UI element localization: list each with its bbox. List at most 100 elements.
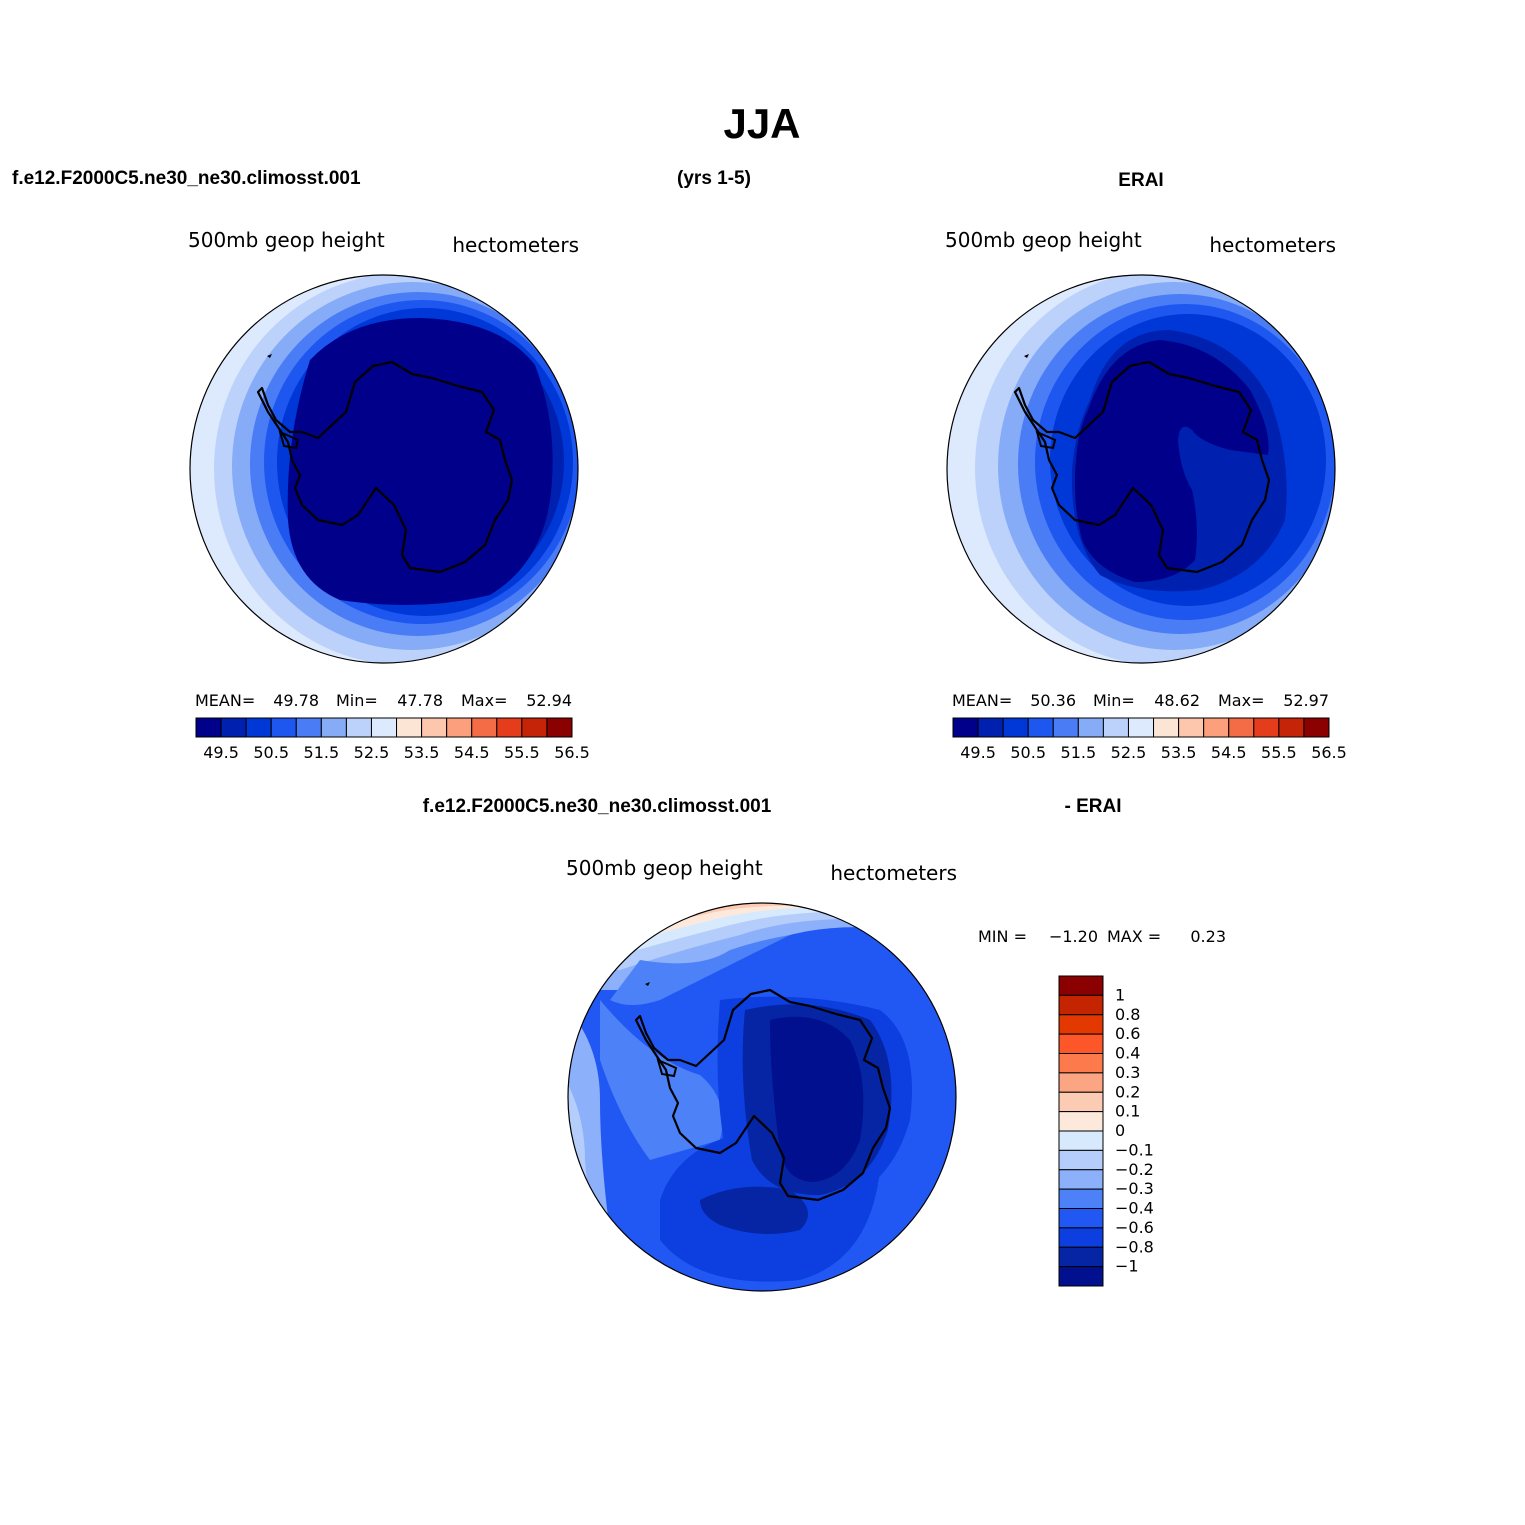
panel-obs-left-label: 500mb geop height [945, 228, 1142, 252]
colorbar-obs-swatch [1203, 717, 1230, 738]
colorbar-diff-swatch [1058, 1014, 1104, 1035]
colorbar-obs-swatch [1077, 717, 1104, 738]
header-mid-title: (yrs 1-5) [677, 168, 751, 189]
panel-diff-left-label: 500mb geop height [566, 856, 763, 880]
colorbar-diff-tick-label: 0.2 [1115, 1082, 1140, 1101]
panel-obs-min-label: Min= [1093, 691, 1135, 710]
panel-obs-stats: MEAN= 50.36 Min= 48.62 Max= 52.97 [952, 691, 1329, 710]
panel-model-left-label: 500mb geop height [188, 228, 385, 252]
colorbar-model-swatch [270, 717, 297, 738]
header-right-title: ERAI [1118, 170, 1163, 191]
colorbar-obs-swatch [1228, 717, 1255, 738]
panel-obs-contours [947, 275, 1335, 663]
colorbar-diff-swatch [1058, 1246, 1104, 1268]
colorbar-diff-swatch [1058, 1053, 1104, 1074]
colorbar-model-swatch [195, 717, 222, 738]
colorbar-diff-swatch [1058, 1033, 1104, 1054]
colorbar-obs-tick-label: 52.5 [1111, 743, 1147, 762]
colorbar-model-tick-label: 50.5 [253, 743, 289, 762]
colorbar-model-tick-label: 55.5 [504, 743, 540, 762]
panel-diff-min-label: MIN = [978, 927, 1027, 946]
panel-diff-contours [568, 903, 956, 1291]
panel-model-mean-label: MEAN= [195, 691, 255, 710]
diff-right-title: - ERAI [1065, 796, 1122, 817]
colorbar-diff-tick-label: 0 [1115, 1121, 1125, 1140]
panel-diff-peninsula [656, 1058, 678, 1078]
panel-obs-max-label: Max= [1218, 691, 1264, 710]
colorbar-model-swatch [245, 717, 272, 738]
panel-diff-units: hectometers [830, 861, 957, 885]
colorbar-model-swatch [446, 717, 473, 738]
colorbar-model-swatch [521, 717, 548, 738]
panel-model-max-label: Max= [461, 691, 507, 710]
panel-obs-mean-label: MEAN= [952, 691, 1012, 710]
colorbar-obs-tick-label: 49.5 [960, 743, 996, 762]
colorbar-obs-swatch [1127, 717, 1155, 738]
colorbar-diff-swatch [1058, 1072, 1104, 1093]
panel-obs-max-value: 52.97 [1283, 691, 1329, 710]
colorbar-diff-tick-label: −0.4 [1115, 1199, 1154, 1218]
diff-left-title: f.e12.F2000C5.ne30_ne30.climosst.001 [423, 796, 772, 817]
colorbar-diff-swatch [1058, 1111, 1104, 1132]
colorbar-diff-swatch [1058, 994, 1104, 1016]
panel-model-min-value: 47.78 [397, 691, 443, 710]
colorbar-model-swatch [295, 717, 322, 738]
colorbar-obs-swatch [1253, 717, 1280, 738]
colorbar-obs-swatch [1278, 717, 1305, 738]
colorbar-diff-swatch [1058, 1227, 1104, 1248]
panel-obs-peninsula [1035, 430, 1057, 450]
colorbar-model-swatch [320, 717, 347, 738]
colorbar-obs-swatch [1002, 717, 1029, 738]
colorbar-diff-tick-label: −0.3 [1115, 1179, 1154, 1198]
colorbar-diff-swatch [1058, 1149, 1104, 1171]
colorbar-model-swatch [396, 717, 423, 738]
colorbar-obs-swatch [1027, 717, 1054, 738]
panel-diff-globe-outline [567, 902, 957, 1292]
panel-obs: 500mb geop height hectometers [945, 228, 1336, 664]
colorbar-diff-tick-label: −1 [1115, 1257, 1139, 1276]
header-left-title: f.e12.F2000C5.ne30_ne30.climosst.001 [12, 168, 361, 189]
colorbar-obs-swatch [977, 717, 1004, 738]
panel-model-min-label: Min= [336, 691, 378, 710]
colorbar-diff-tick-label: 1 [1115, 985, 1125, 1004]
panel-model-contours [190, 275, 578, 663]
panel-obs-min-value: 48.62 [1154, 691, 1200, 710]
panel-diff: 500mb geop height hectometers [566, 856, 957, 1292]
panel-diff-stats: MIN = −1.20 MAX = 0.23 [978, 927, 1226, 946]
colorbar-diff-swatch [1058, 1208, 1104, 1229]
colorbar-obs-swatch [1303, 717, 1330, 738]
colorbar-obs-swatch [1052, 717, 1079, 738]
colorbar-obs-swatch [1153, 717, 1180, 738]
colorbar-obs-tick-label: 53.5 [1161, 743, 1197, 762]
colorbar-model-swatch [496, 717, 523, 738]
panel-model-globe-outline [189, 274, 579, 664]
colorbar-obs-swatch [1178, 717, 1205, 738]
colorbar-obs-swatch [952, 717, 979, 738]
panel-diff-max-value: 0.23 [1190, 927, 1226, 946]
colorbar-diff-tick-label: 0.3 [1115, 1063, 1140, 1082]
panel-model-coastline [256, 360, 514, 574]
colorbar-model-swatch [546, 717, 573, 738]
panel-obs-mean-value: 50.36 [1030, 691, 1076, 710]
colorbar-obs-tick-label: 50.5 [1010, 743, 1046, 762]
panel-diff-max-label: MAX = [1107, 927, 1161, 946]
panel-model-island [267, 354, 272, 358]
colorbar-model-swatch [471, 717, 498, 738]
colorbar-diff-tick-label: −0.6 [1115, 1218, 1154, 1237]
colorbar-diff-tick-label: 0.8 [1115, 1005, 1140, 1024]
panel-model-mean-value: 49.78 [273, 691, 319, 710]
colorbar-model-swatch [421, 717, 448, 738]
colorbar-diff-swatch [1058, 1188, 1104, 1209]
colorbar-diff-swatch [1058, 975, 1104, 996]
colorbar-diff-tick-label: 0.6 [1115, 1024, 1140, 1043]
colorbar-diff: 10.80.60.40.30.20.10−0.1−0.2−0.3−0.4−0.6… [1058, 975, 1154, 1287]
colorbar-obs-tick-label: 54.5 [1211, 743, 1247, 762]
colorbar-obs-tick-label: 56.5 [1311, 743, 1347, 762]
panel-diff-min-value: −1.20 [1049, 927, 1098, 946]
colorbar-model-swatch [220, 717, 247, 738]
panel-obs-units: hectometers [1209, 233, 1336, 257]
panel-diff-island [645, 982, 650, 986]
colorbar-model-tick-label: 53.5 [404, 743, 440, 762]
panel-model-peninsula [278, 430, 300, 450]
